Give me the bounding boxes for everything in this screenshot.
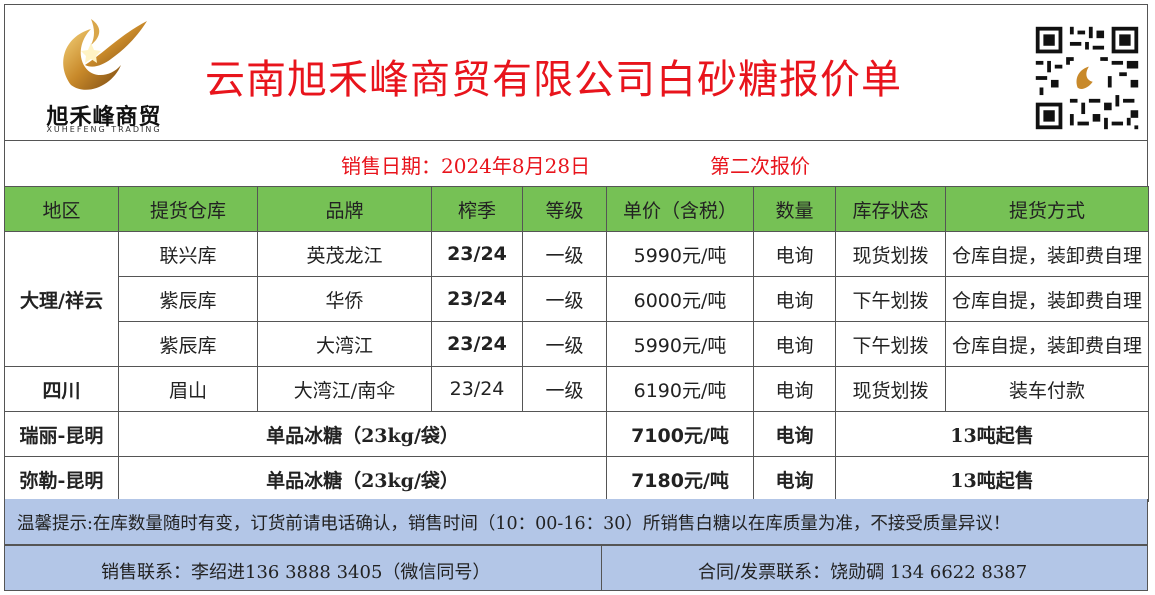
table-header-row: 地区 提货仓库 品牌 榨季 等级 单价（含税） 数量 库存状态 提货方式 xyxy=(4,186,1149,232)
price-table: 地区 提货仓库 品牌 榨季 等级 单价（含税） 数量 库存状态 提货方式 大理/… xyxy=(4,186,1149,502)
pickup-method-cell: 仓库自提，装卸费自理 xyxy=(945,231,1149,277)
notice-text: 温馨提示:在库数量随时有变，订货前请电话确认，销售时间（10：00-16：30）… xyxy=(17,514,1011,534)
price-cell: 7180元/吨 xyxy=(606,456,754,502)
logo-chinese-text: 旭禾峰商贸 xyxy=(46,105,162,130)
contract-contact-cell: 合同/发票联系：饶勋碉 134 6622 8387 xyxy=(602,546,1147,590)
logo-mark-icon xyxy=(63,19,147,90)
quantity-cell: 电询 xyxy=(753,231,836,277)
column-header: 榨季 xyxy=(431,186,523,232)
brand-cell: 大湾江/南伞 xyxy=(257,366,432,412)
quantity-cell: 电询 xyxy=(753,456,836,502)
sales-contact: 销售联系：李绍进136 3888 3405（微信同号） xyxy=(101,562,491,583)
stock-status-cell: 现货划拨 xyxy=(835,366,946,412)
sale-date: 销售日期：2024年8月28日 xyxy=(341,154,591,178)
column-header: 数量 xyxy=(753,186,836,232)
table-row: 紫辰库 大湾江 23/24 一级 5990元/吨 电询 下午划拨 仓库自提，装卸… xyxy=(5,321,1149,367)
pickup-method-cell: 仓库自提，装卸费自理 xyxy=(945,321,1149,367)
column-header: 库存状态 xyxy=(835,186,946,232)
column-header: 提货方式 xyxy=(945,186,1149,232)
quantity-cell: 电询 xyxy=(753,276,836,322)
stock-status-cell: 下午划拨 xyxy=(835,321,946,367)
column-header: 地区 xyxy=(4,186,119,232)
quote-round: 第二次报价 xyxy=(710,154,810,178)
contact-band: 销售联系：李绍进136 3888 3405（微信同号） 合同/发票联系：饶勋碉 … xyxy=(4,545,1148,591)
notice-band: 温馨提示:在库数量随时有变，订货前请电话确认，销售时间（10：00-16：30）… xyxy=(4,499,1148,545)
sheet-header: 旭禾峰商贸 XUHEFENG TRADING 云南旭禾峰商贸有限公司白砂糖报价单 xyxy=(4,4,1148,141)
page-title: 云南旭禾峰商贸有限公司白砂糖报价单 xyxy=(205,57,902,103)
company-logo: 旭禾峰商贸 XUHEFENG TRADING xyxy=(29,15,169,135)
sale-date-row: 销售日期：2024年8月28日 第二次报价 xyxy=(4,141,1148,186)
region-cell: 四川 xyxy=(4,366,119,412)
product-cell: 单品冰糖（23kg/袋） xyxy=(118,411,607,457)
season-cell: 23/24 xyxy=(431,276,523,322)
region-cell: 大理/祥云 xyxy=(4,231,119,367)
table-row: 弥勒-昆明 单品冰糖（23kg/袋） 7180元/吨 电询 13吨起售 xyxy=(4,456,1149,502)
warehouse-cell: 紫辰库 xyxy=(118,321,258,367)
price-cell: 5990元/吨 xyxy=(606,321,754,367)
column-header: 提货仓库 xyxy=(118,186,258,232)
pickup-method-cell: 仓库自提，装卸费自理 xyxy=(945,276,1149,322)
terms-cell: 13吨起售 xyxy=(835,411,1149,457)
stock-status-cell: 现货划拨 xyxy=(835,231,946,277)
grade-cell: 一级 xyxy=(522,321,607,367)
table-row: 大理/祥云 联兴库 英茂龙江 23/24 一级 5990元/吨 电询 现货划拨 … xyxy=(4,231,1149,367)
table-row: 紫辰库 华侨 23/24 一级 6000元/吨 电询 下午划拨 仓库自提，装卸费… xyxy=(5,276,1149,322)
terms-cell: 13吨起售 xyxy=(835,456,1149,502)
price-cell: 5990元/吨 xyxy=(606,231,754,277)
sales-contact-cell: 销售联系：李绍进136 3888 3405（微信同号） xyxy=(5,546,602,590)
warehouse-cell: 紫辰库 xyxy=(118,276,258,322)
table-row: 瑞丽-昆明 单品冰糖（23kg/袋） 7100元/吨 电询 13吨起售 xyxy=(4,411,1149,457)
qr-code-icon xyxy=(1032,23,1142,133)
region-cell: 弥勒-昆明 xyxy=(4,456,119,502)
table-row: 四川 眉山 大湾江/南伞 23/24 一级 6190元/吨 电询 现货划拨 装车… xyxy=(4,366,1149,412)
warehouse-cell: 眉山 xyxy=(118,366,258,412)
season-cell: 23/24 xyxy=(431,231,523,277)
brand-cell: 英茂龙江 xyxy=(257,231,432,277)
grade-cell: 一级 xyxy=(522,231,607,277)
contract-contact: 合同/发票联系：饶勋碉 134 6622 8387 xyxy=(698,562,1028,583)
warehouse-cell: 联兴库 xyxy=(118,231,258,277)
price-cell: 7100元/吨 xyxy=(606,411,754,457)
product-cell: 单品冰糖（23kg/袋） xyxy=(118,456,607,502)
brand-cell: 大湾江 xyxy=(257,321,432,367)
stock-status-cell: 下午划拨 xyxy=(835,276,946,322)
quantity-cell: 电询 xyxy=(753,321,836,367)
brand-cell: 华侨 xyxy=(257,276,432,322)
column-header: 品牌 xyxy=(257,186,432,232)
price-cell: 6000元/吨 xyxy=(606,276,754,322)
quantity-cell: 电询 xyxy=(753,411,836,457)
logo-english-text: XUHEFENG TRADING xyxy=(46,125,162,134)
column-header: 单价（含税） xyxy=(606,186,754,232)
quantity-cell: 电询 xyxy=(753,366,836,412)
season-cell: 23/24 xyxy=(431,366,523,412)
column-header: 等级 xyxy=(522,186,607,232)
grade-cell: 一级 xyxy=(522,276,607,322)
season-cell: 23/24 xyxy=(431,321,523,367)
region-cell: 瑞丽-昆明 xyxy=(4,411,119,457)
price-cell: 6190元/吨 xyxy=(606,366,754,412)
grade-cell: 一级 xyxy=(522,366,607,412)
pickup-method-cell: 装车付款 xyxy=(945,366,1149,412)
